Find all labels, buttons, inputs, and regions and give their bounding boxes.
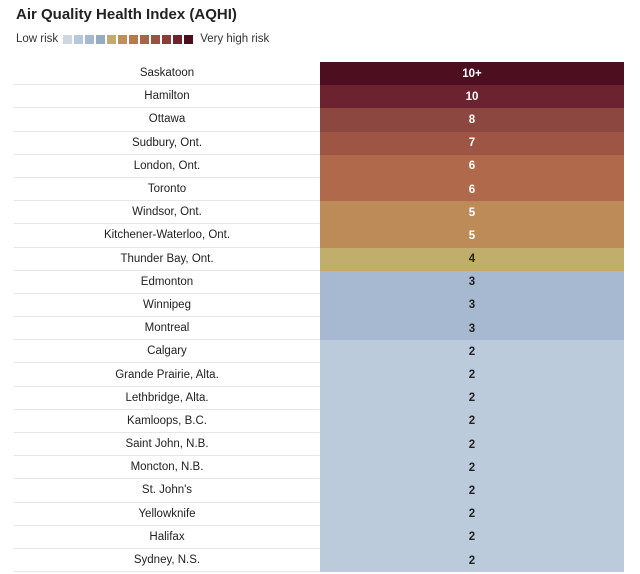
city-label: Ottawa [14, 108, 320, 132]
city-label: Toronto [14, 178, 320, 202]
legend-swatch [118, 34, 128, 44]
city-label: Saint John, N.B. [14, 433, 320, 457]
aqhi-value-cell: 5 [320, 224, 624, 248]
city-label: Winnipeg [14, 294, 320, 318]
aqhi-value-cell: 4 [320, 247, 624, 271]
aqhi-value-cell: 3 [320, 293, 624, 318]
table-row: Thunder Bay, Ont. 4 [0, 247, 640, 271]
table-row: Moncton, N.B. 2 [0, 456, 640, 480]
city-label: Saskatoon [14, 62, 320, 86]
table-row: Hamilton 10 [0, 85, 640, 109]
city-label: Yellowknife [14, 503, 320, 526]
table-row: Winnipeg 3 [0, 293, 640, 318]
aqhi-value-cell: 2 [320, 502, 624, 526]
aqhi-value-cell: 2 [320, 386, 624, 410]
table-row: Sudbury, Ont. 7 [0, 131, 640, 155]
city-label: Grande Prairie, Alta. [14, 363, 320, 387]
legend-swatch [129, 34, 139, 44]
aqhi-value-cell: 3 [320, 317, 624, 341]
risk-legend: Low risk Very high risk [16, 32, 269, 46]
aqhi-value-cell: 5 [320, 201, 624, 225]
aqhi-value-cell: 2 [320, 525, 624, 549]
aqhi-table: Saskatoon 10+ Hamilton 10 Ottawa 8 Sudbury, On… [0, 62, 640, 573]
city-label: Kamloops, B.C. [14, 410, 320, 433]
city-label: London, Ont. [14, 155, 320, 178]
table-row: Lethbridge, Alta. 2 [0, 386, 640, 410]
legend-swatch [96, 34, 106, 44]
table-row: Edmonton 3 [0, 270, 640, 294]
aqhi-value-cell: 6 [320, 177, 624, 202]
legend-swatch [140, 34, 150, 44]
table-row: St. John's 2 [0, 479, 640, 503]
table-row: London, Ont. 6 [0, 154, 640, 178]
legend-swatch [85, 34, 95, 44]
table-row: Windsor, Ont. 5 [0, 201, 640, 225]
aqhi-value-cell: 3 [320, 270, 624, 294]
table-row: Kitchener-Waterloo, Ont. 5 [0, 224, 640, 248]
city-label: Halifax [14, 526, 320, 549]
city-label: Kitchener-Waterloo, Ont. [14, 224, 320, 248]
legend-swatch [151, 34, 161, 44]
table-row: Ottawa 8 [0, 108, 640, 132]
legend-swatch [184, 34, 194, 44]
aqhi-value-cell: 6 [320, 154, 624, 178]
city-label: St. John's [14, 479, 320, 503]
legend-swatch [162, 34, 172, 44]
city-label: Moncton, N.B. [14, 456, 320, 480]
table-row: Sydney, N.S. 2 [0, 548, 640, 573]
table-row: Calgary 2 [0, 340, 640, 364]
table-row: Saskatoon 10+ [0, 62, 640, 86]
legend-swatch [173, 34, 183, 44]
legend-swatch [107, 34, 117, 44]
aqhi-value-cell: 2 [320, 456, 624, 480]
aqhi-value-cell: 2 [320, 340, 624, 364]
legend-swatch [63, 34, 73, 44]
city-label: Hamilton [14, 85, 320, 109]
aqhi-value-cell: 2 [320, 479, 624, 503]
city-label: Thunder Bay, Ont. [14, 248, 320, 271]
aqhi-value-cell: 10 [320, 85, 624, 109]
city-label: Calgary [14, 340, 320, 364]
legend-high-label: Very high risk [200, 33, 270, 45]
aqhi-value-cell: 10+ [320, 62, 624, 86]
aqhi-value-cell: 8 [320, 108, 624, 132]
table-row: Kamloops, B.C. 2 [0, 409, 640, 433]
aqhi-value-cell: 2 [320, 363, 624, 387]
city-label: Sudbury, Ont. [14, 132, 320, 155]
legend-swatch [74, 34, 84, 44]
aqhi-value-cell: 2 [320, 433, 624, 457]
city-label: Sydney, N.S. [14, 549, 320, 573]
legend-low-label: Low risk [16, 33, 59, 45]
table-row: Toronto 6 [0, 177, 640, 202]
table-row: Halifax 2 [0, 525, 640, 549]
aqhi-value-cell: 2 [320, 548, 624, 573]
aqhi-value-cell: 7 [320, 131, 624, 155]
aqhi-value-cell: 2 [320, 409, 624, 433]
table-row: Montreal 3 [0, 317, 640, 341]
table-row: Yellowknife 2 [0, 502, 640, 526]
city-label: Montreal [14, 317, 320, 341]
city-label: Windsor, Ont. [14, 201, 320, 225]
city-label: Edmonton [14, 271, 320, 294]
chart-title: Air Quality Health Index (AQHI) [16, 6, 237, 23]
table-row: Grande Prairie, Alta. 2 [0, 363, 640, 387]
legend-swatches [63, 34, 195, 44]
table-row: Saint John, N.B. 2 [0, 433, 640, 457]
city-label: Lethbridge, Alta. [14, 387, 320, 410]
